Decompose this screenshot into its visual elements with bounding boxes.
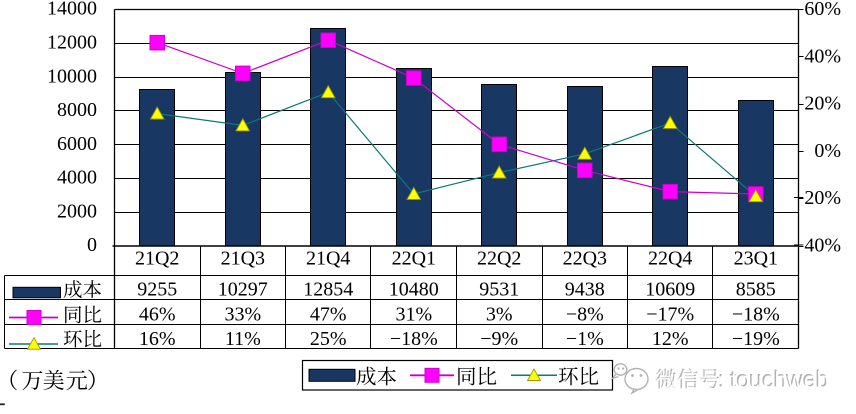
svg-text:22Q2: 22Q2 — [477, 248, 521, 270]
svg-text:21Q3: 21Q3 — [221, 248, 265, 270]
svg-text:9438: 9438 — [565, 279, 605, 301]
svg-text:−19%: −19% — [732, 328, 780, 350]
svg-text:22Q4: 22Q4 — [648, 248, 692, 270]
svg-text:−9%: −9% — [480, 328, 518, 350]
svg-text:9255: 9255 — [137, 279, 177, 301]
svg-text:10297: 10297 — [218, 279, 268, 301]
svg-text:4000: 4000 — [57, 167, 97, 189]
svg-text:21Q2: 21Q2 — [135, 248, 179, 270]
svg-text:22Q3: 22Q3 — [563, 248, 607, 270]
svg-text::: : — [718, 366, 724, 392]
svg-text:12%: 12% — [652, 328, 689, 350]
svg-text:−20%: −20% — [793, 187, 841, 209]
svg-text:−18%: −18% — [732, 304, 780, 326]
svg-text:20%: 20% — [804, 93, 841, 115]
svg-text:3%: 3% — [486, 304, 513, 326]
svg-text:touchweb: touchweb — [730, 366, 828, 392]
svg-text:10609: 10609 — [645, 279, 695, 301]
svg-text:33%: 33% — [224, 304, 261, 326]
svg-text:−1%: −1% — [566, 328, 604, 350]
svg-text:12000: 12000 — [47, 32, 97, 54]
svg-text:12854: 12854 — [303, 279, 353, 301]
svg-text:60%: 60% — [804, 0, 841, 20]
svg-text:9531: 9531 — [479, 279, 519, 301]
svg-text:23Q1: 23Q1 — [734, 248, 778, 270]
svg-text:0: 0 — [87, 234, 97, 256]
svg-text:46%: 46% — [139, 304, 176, 326]
svg-text:47%: 47% — [310, 304, 347, 326]
svg-text:−40%: −40% — [793, 235, 841, 257]
svg-text:21Q4: 21Q4 — [306, 248, 350, 270]
svg-text:6000: 6000 — [57, 133, 97, 155]
svg-text:10480: 10480 — [389, 279, 439, 301]
svg-text:11%: 11% — [225, 328, 261, 350]
svg-text:16%: 16% — [139, 328, 176, 350]
svg-text:−8%: −8% — [566, 304, 604, 326]
svg-text:40%: 40% — [804, 45, 841, 67]
svg-text:31%: 31% — [395, 304, 432, 326]
svg-text:10000: 10000 — [47, 65, 97, 87]
svg-text:8585: 8585 — [736, 279, 776, 301]
svg-text::: : — [719, 367, 725, 393]
svg-text:0%: 0% — [814, 140, 841, 162]
svg-text:22Q1: 22Q1 — [392, 248, 436, 270]
svg-text:2000: 2000 — [57, 200, 97, 222]
svg-text:8000: 8000 — [57, 99, 97, 121]
svg-text:−17%: −17% — [646, 304, 694, 326]
svg-text:−18%: −18% — [390, 328, 438, 350]
svg-text:touchweb: touchweb — [731, 367, 829, 393]
svg-text:25%: 25% — [310, 328, 347, 350]
svg-text:14000: 14000 — [47, 0, 97, 20]
